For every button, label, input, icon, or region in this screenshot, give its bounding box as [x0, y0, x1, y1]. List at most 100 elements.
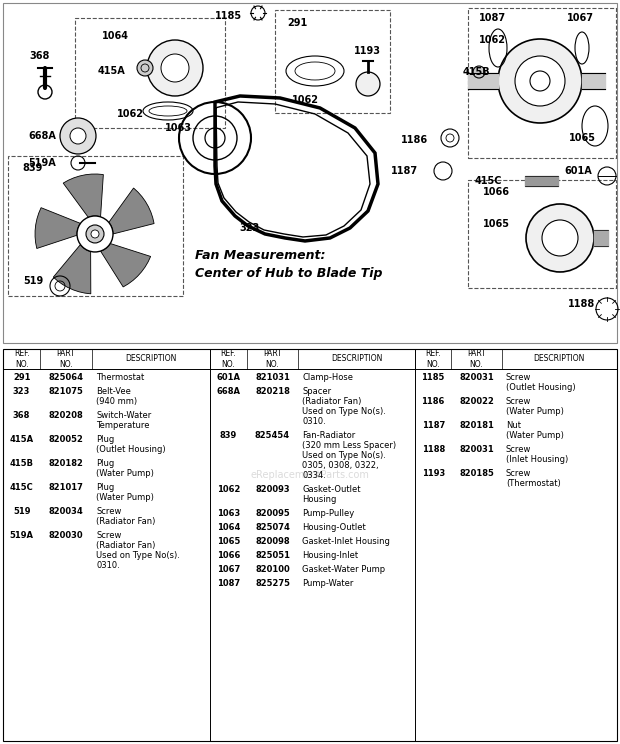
Text: 668A: 668A	[216, 387, 241, 396]
Text: Used on Type No(s).: Used on Type No(s).	[302, 407, 386, 416]
Text: Thermostat: Thermostat	[96, 373, 144, 382]
Text: (Radiator Fan): (Radiator Fan)	[96, 541, 156, 550]
Text: DESCRIPTION: DESCRIPTION	[534, 354, 585, 363]
Circle shape	[91, 230, 99, 238]
Text: 839: 839	[23, 163, 43, 173]
Circle shape	[60, 118, 96, 154]
Text: Plug: Plug	[96, 435, 114, 444]
Text: 820093: 820093	[255, 485, 290, 494]
Text: 820022: 820022	[459, 397, 494, 406]
Text: 1063: 1063	[164, 123, 192, 133]
Text: REF.
NO.: REF. NO.	[221, 349, 236, 368]
Text: Plug: Plug	[96, 459, 114, 468]
Text: (Water Pump): (Water Pump)	[506, 407, 564, 416]
Text: Screw: Screw	[506, 373, 531, 382]
Text: Housing-Outlet: Housing-Outlet	[302, 523, 366, 533]
Bar	[468, 8, 616, 158]
Text: PART
NO.: PART NO.	[56, 349, 76, 368]
Circle shape	[515, 56, 565, 106]
Text: 601A: 601A	[216, 373, 241, 382]
Text: 825064: 825064	[48, 373, 84, 382]
Text: Clamp-Hose: Clamp-Hose	[302, 373, 353, 382]
Bar	[75, 18, 225, 128]
Text: (Radiator Fan): (Radiator Fan)	[302, 397, 361, 406]
Text: REF.
NO.: REF. NO.	[14, 349, 29, 368]
Polygon shape	[35, 208, 81, 248]
Text: 1065: 1065	[217, 537, 240, 546]
Text: 820052: 820052	[49, 435, 84, 444]
Text: eReplacementParts.com: eReplacementParts.com	[250, 469, 370, 480]
Text: 1066: 1066	[482, 187, 510, 197]
Text: 821017: 821017	[49, 483, 84, 492]
Text: Screw: Screw	[96, 531, 122, 540]
Text: 1187: 1187	[422, 421, 445, 430]
Text: 1065: 1065	[569, 133, 595, 143]
Text: 415B: 415B	[462, 67, 490, 77]
Text: (Outlet Housing): (Outlet Housing)	[96, 445, 166, 454]
Text: PART
NO.: PART NO.	[467, 349, 486, 368]
Text: 0334.: 0334.	[302, 472, 326, 481]
Text: 323: 323	[13, 387, 30, 396]
Text: (Water Pump): (Water Pump)	[506, 431, 564, 440]
Text: 668A: 668A	[28, 131, 56, 141]
Text: Spacer: Spacer	[302, 387, 331, 396]
Text: 1186: 1186	[401, 135, 428, 145]
Text: 820208: 820208	[49, 411, 84, 420]
Text: (940 mm): (940 mm)	[96, 397, 137, 406]
Text: 1063: 1063	[217, 510, 240, 519]
Circle shape	[542, 220, 578, 256]
Text: (Outlet Housing): (Outlet Housing)	[506, 383, 575, 392]
Text: 519: 519	[23, 276, 43, 286]
Text: 1185: 1185	[422, 373, 445, 382]
Text: 415A: 415A	[98, 66, 126, 76]
Text: 1188: 1188	[422, 445, 445, 454]
Text: Plug: Plug	[96, 483, 114, 492]
Text: 1064: 1064	[102, 31, 128, 41]
Text: 820218: 820218	[255, 387, 290, 396]
Text: (Radiator Fan): (Radiator Fan)	[96, 517, 156, 526]
Text: Screw: Screw	[506, 469, 531, 478]
Text: Fan-Radiator: Fan-Radiator	[302, 431, 355, 440]
Polygon shape	[63, 174, 104, 217]
Text: Housing: Housing	[302, 496, 337, 504]
Text: REF.
NO.: REF. NO.	[425, 349, 441, 368]
Text: Fan Measurement:: Fan Measurement:	[195, 249, 326, 263]
Text: 323: 323	[240, 223, 260, 233]
Text: (Thermostat): (Thermostat)	[506, 479, 560, 488]
Text: 519A: 519A	[10, 531, 33, 540]
Circle shape	[356, 72, 380, 96]
Text: 820034: 820034	[49, 507, 84, 516]
Text: Belt-Vee: Belt-Vee	[96, 387, 131, 396]
Text: 820182: 820182	[49, 459, 84, 468]
Text: 1067: 1067	[217, 565, 240, 574]
Text: Gasket-Outlet: Gasket-Outlet	[302, 485, 361, 494]
Text: 1193: 1193	[353, 46, 381, 56]
Text: 0310.: 0310.	[96, 561, 120, 571]
Text: Housing-Inlet: Housing-Inlet	[302, 551, 358, 560]
Text: DESCRIPTION: DESCRIPTION	[125, 354, 177, 363]
Text: 0310.: 0310.	[302, 417, 326, 426]
Text: 1087: 1087	[217, 579, 240, 588]
Text: (320 mm Less Spacer): (320 mm Less Spacer)	[302, 441, 396, 450]
Text: Used on Type No(s).: Used on Type No(s).	[96, 551, 180, 560]
Text: 820031: 820031	[459, 373, 494, 382]
Text: Gasket-Inlet Housing: Gasket-Inlet Housing	[302, 537, 390, 546]
Text: 820095: 820095	[255, 510, 290, 519]
Text: Used on Type No(s).: Used on Type No(s).	[302, 452, 386, 461]
Text: 415C: 415C	[10, 483, 33, 492]
Text: 825074: 825074	[255, 523, 290, 533]
Text: 825275: 825275	[255, 579, 290, 588]
Text: 291: 291	[13, 373, 30, 382]
Text: 820031: 820031	[459, 445, 494, 454]
Text: 1066: 1066	[217, 551, 240, 560]
Text: 1187: 1187	[391, 166, 419, 176]
Text: 519: 519	[13, 507, 30, 516]
Text: Gasket-Water Pump: Gasket-Water Pump	[302, 565, 385, 574]
Text: 1062: 1062	[291, 95, 319, 105]
Text: 821075: 821075	[49, 387, 84, 396]
Circle shape	[161, 54, 189, 82]
Text: Switch-Water: Switch-Water	[96, 411, 151, 420]
Text: Screw: Screw	[506, 445, 531, 454]
Text: 368: 368	[30, 51, 50, 61]
Text: 415B: 415B	[10, 459, 33, 468]
